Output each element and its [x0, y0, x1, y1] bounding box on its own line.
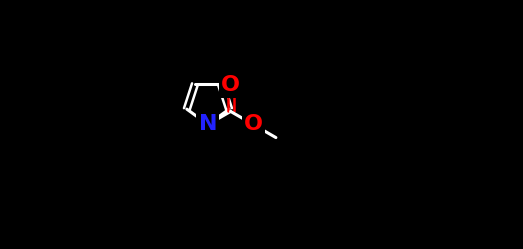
Text: O: O — [244, 115, 263, 134]
Text: O: O — [221, 75, 240, 95]
Text: N: N — [199, 115, 217, 134]
